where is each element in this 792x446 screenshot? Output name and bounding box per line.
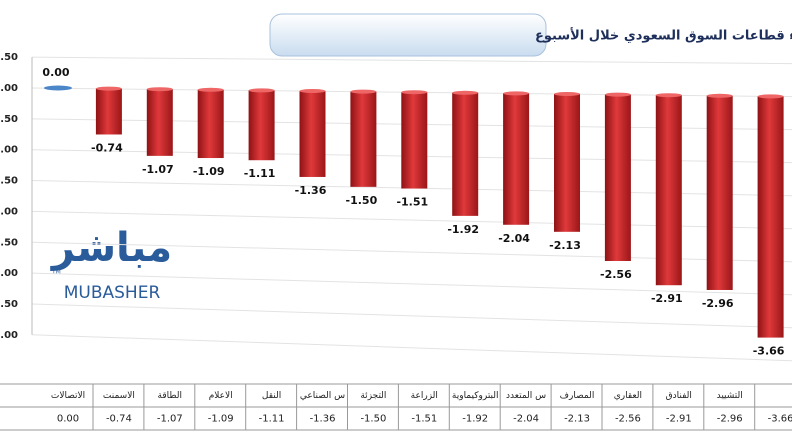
table-header: المصارف xyxy=(560,391,595,401)
bar xyxy=(655,95,682,286)
table-value: -1.51 xyxy=(411,414,437,425)
table-header: الزراعة xyxy=(411,391,438,401)
table-value: -0.74 xyxy=(106,414,132,425)
y-tick-label: -0.50 xyxy=(0,114,18,125)
table-value: -2.56 xyxy=(615,414,641,425)
bar-cap xyxy=(452,90,479,95)
grid-line xyxy=(31,334,792,362)
bar xyxy=(503,93,530,225)
grid-line xyxy=(31,303,792,329)
table-value: -2.04 xyxy=(513,414,539,425)
data-label: -1.07 xyxy=(142,163,174,176)
bar xyxy=(554,94,580,232)
grid-line xyxy=(31,272,792,296)
bar-cap xyxy=(95,86,122,91)
data-label: -1.51 xyxy=(396,196,428,209)
data-label: -2.04 xyxy=(498,232,530,245)
y-tick-label: -2.50 xyxy=(0,237,18,248)
bar-cap xyxy=(146,87,173,92)
y-tick-label: -3.50 xyxy=(0,299,18,310)
y-tick-label: -2.00 xyxy=(0,206,18,217)
y-tick-label: -4.00 xyxy=(0,330,18,341)
bar xyxy=(197,89,224,159)
bar xyxy=(452,92,479,216)
chart-title: أداء قطاعات السوق السعودي خلال الأسبوع xyxy=(535,27,792,44)
table-header: النقل xyxy=(262,391,281,401)
bar-cap xyxy=(706,93,733,98)
data-label: -1.11 xyxy=(244,167,276,180)
table-value: -3.66 xyxy=(768,414,792,425)
data-label: -2.56 xyxy=(600,268,632,281)
data-label: -1.92 xyxy=(447,223,479,236)
data-label: -2.91 xyxy=(651,292,683,305)
logo: مباشر MUBASHER TM xyxy=(50,225,172,303)
table-header: س الصناعي xyxy=(300,391,345,401)
table-value: -1.50 xyxy=(360,414,386,425)
table-value: 0.00 xyxy=(57,414,79,425)
table-header: الاعلام xyxy=(209,391,233,401)
data-label: -3.66 xyxy=(753,345,785,358)
table-header: الطاقة xyxy=(158,391,183,401)
data-label: -2.96 xyxy=(702,297,734,310)
bar xyxy=(44,85,72,91)
table-header: س المتعدد xyxy=(506,391,546,401)
table-value: -1.07 xyxy=(157,414,183,425)
bar xyxy=(757,96,784,338)
bar xyxy=(350,91,377,187)
bar-cap xyxy=(299,89,326,93)
bar-cap xyxy=(554,92,580,96)
bar xyxy=(248,90,275,161)
bar-cap xyxy=(757,94,784,99)
bar xyxy=(604,94,631,261)
bar-cap xyxy=(604,92,631,97)
y-tick-label: 0.00 xyxy=(0,83,18,94)
table-value: -1.92 xyxy=(462,414,488,425)
bar-cap xyxy=(248,88,275,93)
table-value: -2.91 xyxy=(666,414,692,425)
bar-cap xyxy=(655,93,682,98)
y-tick-label: -1.00 xyxy=(0,145,18,156)
bar-cap xyxy=(503,91,530,96)
bar xyxy=(299,91,326,177)
bar xyxy=(95,88,122,135)
data-label: -1.09 xyxy=(193,165,225,178)
table-value: -2.96 xyxy=(717,414,743,425)
table-header: البتروكيماوية xyxy=(452,391,499,401)
data-label: -0.74 xyxy=(91,141,123,154)
table-value: -2.13 xyxy=(564,414,590,425)
logo-arabic: مباشر xyxy=(50,225,172,271)
table-header: الاسمنت xyxy=(103,391,135,401)
title-box xyxy=(269,13,547,57)
bar xyxy=(146,89,173,156)
table-value: -1.09 xyxy=(208,414,234,425)
bar-cap xyxy=(197,87,224,92)
logo-latin: MUBASHER xyxy=(64,283,161,303)
bar xyxy=(706,95,733,290)
table-value: -1.11 xyxy=(259,414,285,425)
logo-tm: TM xyxy=(51,269,61,276)
table-value: -1.36 xyxy=(310,414,336,425)
bar-cap xyxy=(401,90,428,95)
data-label: -1.36 xyxy=(295,184,327,197)
y-tick-label: -3.00 xyxy=(0,268,18,279)
table-header: الفنادق xyxy=(666,391,692,401)
grid-line xyxy=(31,56,792,65)
table-header: التجزئة xyxy=(360,391,386,401)
data-label: 0.00 xyxy=(42,66,69,79)
bar-cap xyxy=(350,89,377,94)
bar xyxy=(401,92,428,189)
table-header: العقاري xyxy=(614,391,642,401)
data-label: -2.13 xyxy=(549,239,581,252)
y-tick-label: 0.50 xyxy=(0,52,18,63)
table-header: الاتصالات xyxy=(51,391,85,401)
table-header: التشييد xyxy=(717,391,743,401)
y-tick-label: -1.50 xyxy=(0,176,18,187)
data-label: -1.50 xyxy=(346,194,378,207)
